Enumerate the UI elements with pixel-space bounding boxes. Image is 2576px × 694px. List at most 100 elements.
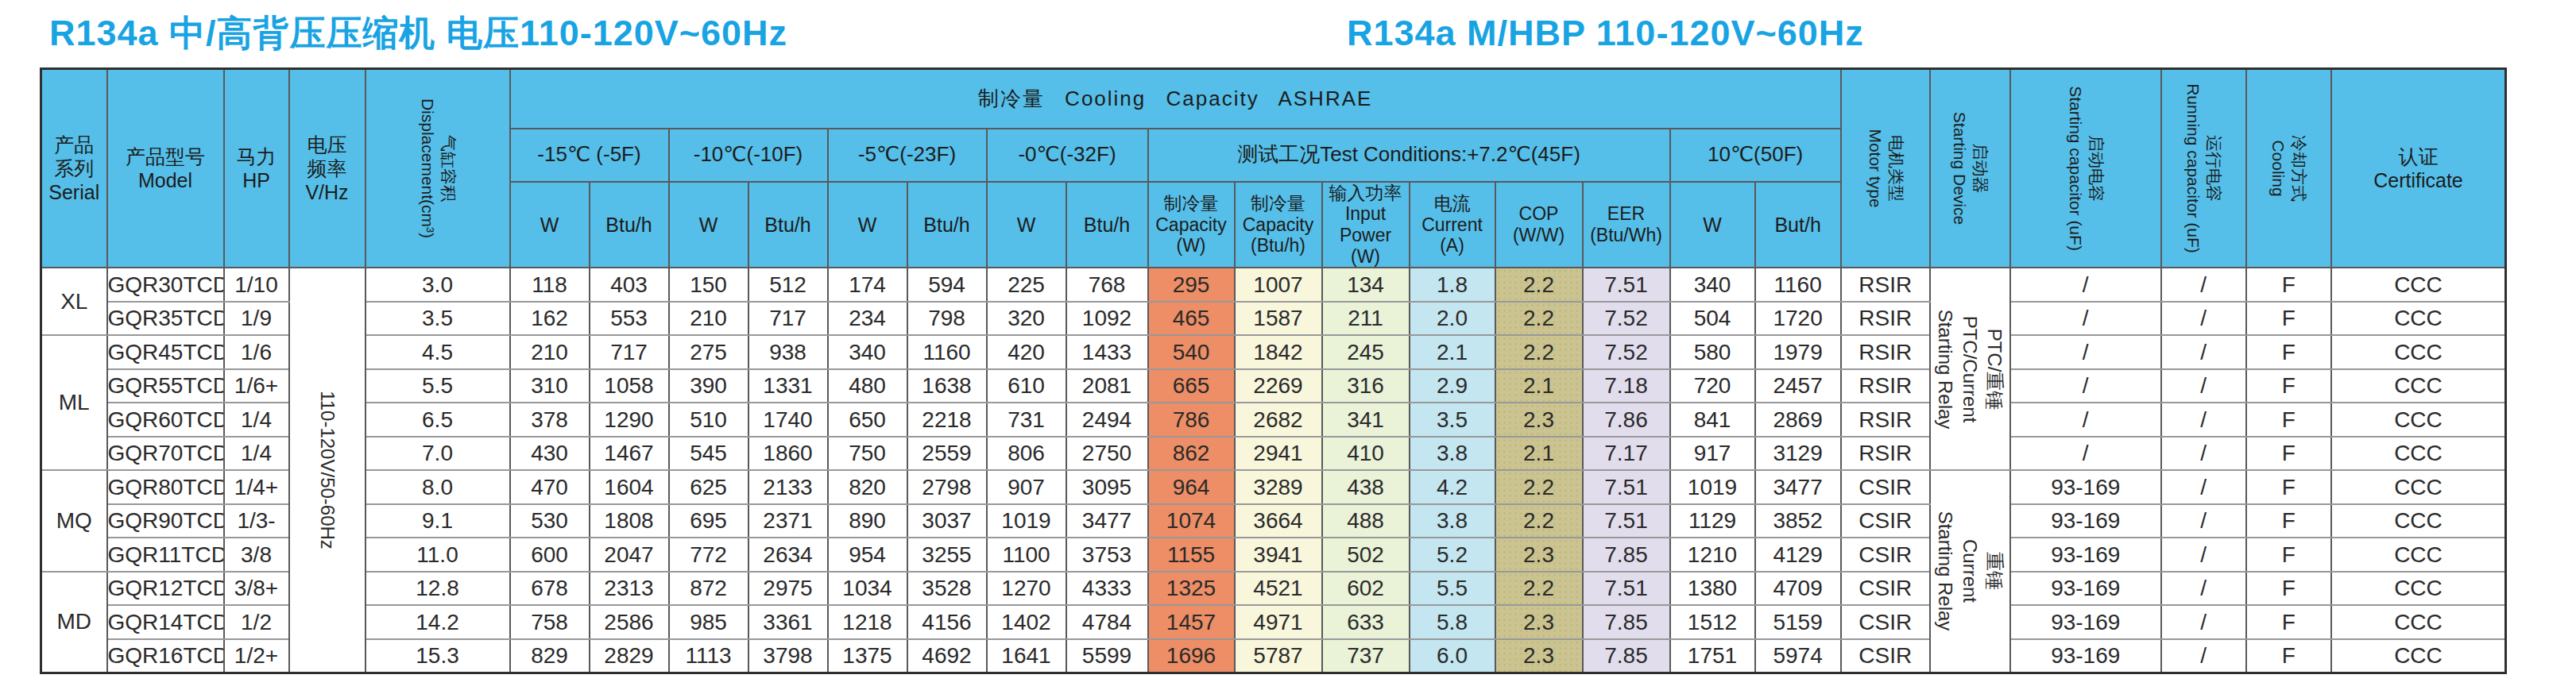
starting-capacitor-cell: 93-169: [2010, 572, 2161, 606]
w10-cell: 340: [1670, 268, 1755, 302]
w-unit-header: W: [1670, 182, 1755, 268]
motor-cell: CSIR: [1841, 470, 1930, 504]
running-capacitor-cell: /: [2161, 403, 2246, 437]
eer-cell: 7.18: [1583, 369, 1670, 403]
w-cell: 320: [987, 302, 1066, 336]
running-capacitor-cell: /: [2161, 268, 2246, 302]
btu-unit-header: Btu/h: [907, 182, 987, 268]
btu-cell: 2047: [590, 538, 669, 572]
test-conditions-header: 测试工况Test Conditions:+7.2℃(45F): [1148, 129, 1670, 182]
w-cell: 530: [510, 504, 590, 538]
current-cell: 2.1: [1410, 335, 1495, 369]
w-cell: 510: [669, 403, 748, 437]
btu-cell: 1604: [590, 470, 669, 504]
motor-cell: CSIR: [1841, 504, 1930, 538]
displacement-cell: 3.0: [366, 268, 510, 302]
w10-cell: 917: [1670, 437, 1755, 471]
cop-cell: 2.3: [1495, 538, 1583, 572]
certificate-cell: CCC: [2331, 403, 2506, 437]
table-header: 产品 系列 Serial 产品型号 Model 马力HP 电压 频率 V/Hz …: [41, 69, 2506, 268]
btu10-cell: 2457: [1755, 369, 1841, 403]
w-cell: 430: [510, 437, 590, 471]
current-cell: 3.5: [1410, 403, 1495, 437]
w-cell: 420: [987, 335, 1066, 369]
input-power-cell: 502: [1322, 538, 1410, 572]
btu-cell: 2798: [907, 470, 987, 504]
w-cell: 378: [510, 403, 590, 437]
w-cell: 162: [510, 302, 590, 336]
btu10-cell: 3852: [1755, 504, 1841, 538]
btu-cell: 938: [748, 335, 828, 369]
btu-cell: 403: [590, 268, 669, 302]
input-power-cell: 633: [1322, 605, 1410, 639]
serial-group-cell: ML: [41, 335, 107, 470]
table-body: XL GQR30TCD 1/10 110-120V/50-60Hz 3.0 11…: [41, 268, 2506, 673]
btu-cell: 2559: [907, 437, 987, 471]
capacity-btu-cell: 5787: [1235, 639, 1322, 673]
page-title-left: R134a 中/高背压压缩机 电压110-120V~60Hz: [49, 9, 787, 56]
motor-cell: CSIR: [1841, 639, 1930, 673]
current-cell: 5.8: [1410, 605, 1495, 639]
capacity-w-cell: 1155: [1148, 538, 1235, 572]
w-cell: 650: [828, 403, 907, 437]
cooling-cell: F: [2246, 335, 2331, 369]
motor-cell: CSIR: [1841, 605, 1930, 639]
btu10-cell: 3129: [1755, 437, 1841, 471]
current-cell: 2.9: [1410, 369, 1495, 403]
btu-cell: 3361: [748, 605, 828, 639]
cop-cell: 2.2: [1495, 302, 1583, 336]
certificate-cell: CCC: [2331, 335, 2506, 369]
w-unit-header: W: [987, 182, 1066, 268]
w-cell: 340: [828, 335, 907, 369]
input-power-cell: 341: [1322, 403, 1410, 437]
capacity-w-cell: 665: [1148, 369, 1235, 403]
capacity-w-cell: 540: [1148, 335, 1235, 369]
running-capacitor-cell: /: [2161, 335, 2246, 369]
cop-cell: 2.1: [1495, 369, 1583, 403]
w-cell: 1270: [987, 572, 1066, 606]
eer-cell: 7.85: [1583, 639, 1670, 673]
cop-cell: 2.3: [1495, 639, 1583, 673]
btu-cell: 2494: [1066, 403, 1148, 437]
serial-header: 产品 系列 Serial: [41, 69, 107, 268]
displacement-header-text: 气缸容积 Displacement(cm³): [416, 71, 458, 266]
starting-capacitor-cell: /: [2010, 437, 2161, 471]
cooling-capacity-header: 制冷量 Cooling Capacity ASHRAE: [510, 69, 1841, 129]
starting-capacitor-cell: /: [2010, 302, 2161, 336]
model-cell: GQR90TCD: [107, 504, 224, 538]
w-cell: 731: [987, 403, 1066, 437]
w-cell: 890: [828, 504, 907, 538]
btu-cell: 553: [590, 302, 669, 336]
btu-cell: 3753: [1066, 538, 1148, 572]
input-power-cell: 602: [1322, 572, 1410, 606]
btu10-cell: 1720: [1755, 302, 1841, 336]
w-cell: 1100: [987, 538, 1066, 572]
w-cell: 225: [987, 268, 1066, 302]
motor-cell: CSIR: [1841, 572, 1930, 606]
eer-cell: 7.51: [1583, 268, 1670, 302]
temp-header-minus15: -15℃ (-5F): [510, 129, 669, 182]
table-row: GQR60TCD 1/4 6.5 378 1290 510 1740 650 2…: [41, 403, 2506, 437]
starting-capacitor-cell: 93-169: [2010, 538, 2161, 572]
btu-cell: 3528: [907, 572, 987, 606]
cop-cell: 2.2: [1495, 268, 1583, 302]
motor-cell: RSIR: [1841, 437, 1930, 471]
w10-cell: 720: [1670, 369, 1755, 403]
w-cell: 907: [987, 470, 1066, 504]
capacity-w-cell: 1074: [1148, 504, 1235, 538]
w10-cell: 1210: [1670, 538, 1755, 572]
w-unit-header: W: [669, 182, 748, 268]
cop-cell: 2.2: [1495, 504, 1583, 538]
voltage-cell: 110-120V/50-60Hz: [289, 268, 366, 673]
running-capacitor-cell: /: [2161, 538, 2246, 572]
btu-cell: 1638: [907, 369, 987, 403]
btu-cell: 2313: [590, 572, 669, 606]
displacement-cell: 14.2: [366, 605, 510, 639]
starting-capacitor-header-text: 启动电容 Starting capacitor (uF): [2064, 71, 2106, 266]
w-cell: 695: [669, 504, 748, 538]
certificate-cell: CCC: [2331, 268, 2506, 302]
cooling-cell: F: [2246, 639, 2331, 673]
btu-cell: 1808: [590, 504, 669, 538]
table-row: GQR90TCD 1/3- 9.1 530 1808 695 2371 890 …: [41, 504, 2506, 538]
w10-cell: 1380: [1670, 572, 1755, 606]
